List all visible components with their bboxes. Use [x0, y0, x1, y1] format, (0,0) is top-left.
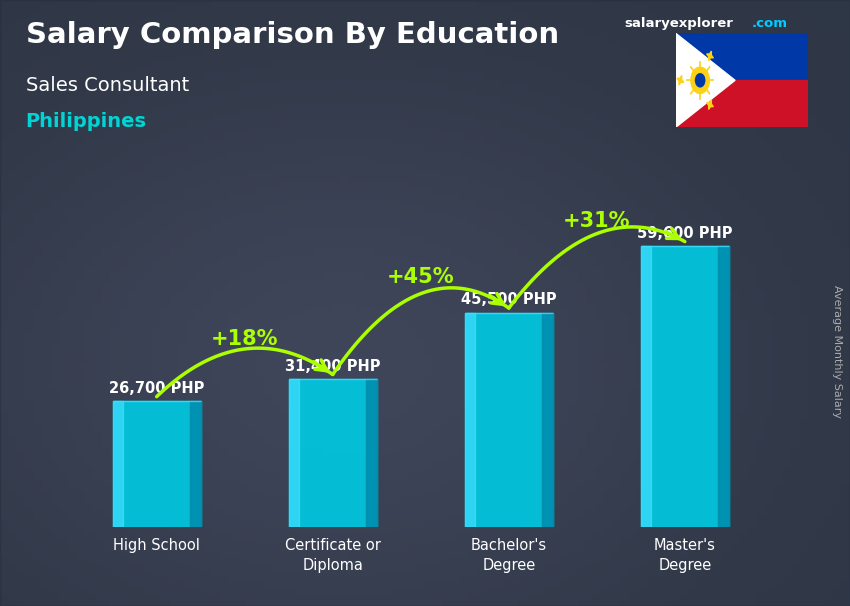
Text: Salary Comparison By Education: Salary Comparison By Education	[26, 21, 558, 49]
Bar	[676, 33, 807, 80]
Text: 31,400 PHP: 31,400 PHP	[285, 359, 381, 373]
Bar	[641, 246, 728, 527]
Polygon shape	[676, 33, 735, 127]
Polygon shape	[706, 51, 713, 61]
Text: Sales Consultant: Sales Consultant	[26, 76, 189, 95]
Bar	[112, 401, 201, 527]
Polygon shape	[706, 100, 713, 110]
Circle shape	[695, 74, 705, 87]
Bar	[289, 379, 377, 527]
Bar	[366, 379, 377, 527]
Text: +18%: +18%	[211, 328, 279, 348]
Text: salaryexplorer: salaryexplorer	[625, 17, 734, 30]
Text: Average Monthly Salary: Average Monthly Salary	[832, 285, 842, 418]
Bar	[112, 401, 123, 527]
Bar	[718, 246, 728, 527]
Text: Philippines: Philippines	[26, 112, 146, 131]
Text: .com: .com	[751, 17, 787, 30]
Text: 45,500 PHP: 45,500 PHP	[461, 292, 557, 307]
Text: +31%: +31%	[563, 211, 631, 231]
Bar	[190, 401, 201, 527]
Bar	[641, 246, 651, 527]
Text: 26,700 PHP: 26,700 PHP	[109, 381, 204, 396]
Text: 59,600 PHP: 59,600 PHP	[638, 225, 733, 241]
Bar	[465, 313, 552, 527]
Bar	[289, 379, 299, 527]
Bar	[676, 80, 807, 127]
Bar	[465, 313, 475, 527]
Bar	[542, 313, 552, 527]
Circle shape	[691, 67, 710, 93]
Polygon shape	[677, 76, 683, 85]
Text: +45%: +45%	[387, 267, 455, 287]
